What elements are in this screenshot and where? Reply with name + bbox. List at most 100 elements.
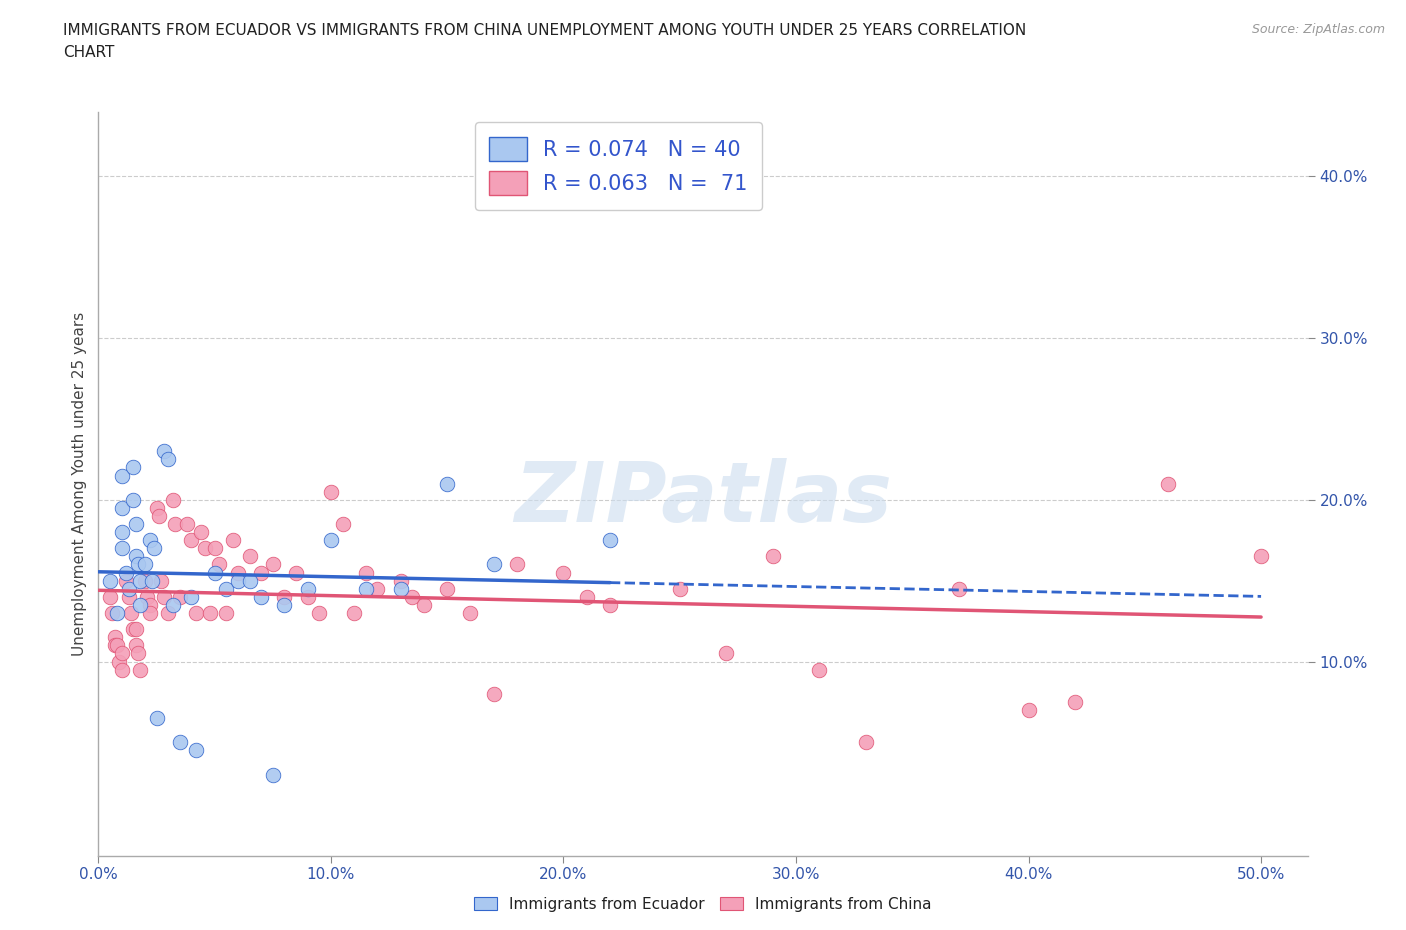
Point [436, 476, 458, 491]
Point [111, 646, 134, 661]
Point [108, 654, 131, 669]
Text: ZIPatlas: ZIPatlas [515, 458, 891, 539]
Point [105, 605, 128, 620]
Point [180, 590, 202, 604]
Point [176, 516, 198, 531]
Point [366, 581, 388, 596]
Point [762, 549, 785, 564]
Point [343, 605, 366, 620]
Point [111, 541, 134, 556]
Point [115, 565, 138, 580]
Point [308, 605, 330, 620]
Point [143, 541, 166, 556]
Point [354, 565, 377, 580]
Point [273, 590, 295, 604]
Point [98, 590, 121, 604]
Point [250, 565, 273, 580]
Point [136, 590, 159, 604]
Point [150, 573, 173, 588]
Point [239, 549, 262, 564]
Point [389, 581, 412, 596]
Point [808, 662, 831, 677]
Legend: R = 0.074   N = 40, R = 0.063   N =  71: R = 0.074 N = 40, R = 0.063 N = 71 [474, 122, 762, 210]
Point [668, 581, 690, 596]
Point [599, 533, 621, 548]
Point [118, 590, 141, 604]
Point [165, 516, 187, 531]
Point [297, 581, 319, 596]
Text: Source: ZipAtlas.com: Source: ZipAtlas.com [1251, 23, 1385, 36]
Point [948, 581, 970, 596]
Point [111, 468, 134, 483]
Point [138, 533, 160, 548]
Point [482, 557, 505, 572]
Point [285, 565, 308, 580]
Point [111, 662, 134, 677]
Point [262, 557, 284, 572]
Point [152, 444, 174, 458]
Point [401, 590, 423, 604]
Point [184, 605, 207, 620]
Point [319, 533, 342, 548]
Point [250, 590, 273, 604]
Point [129, 597, 152, 612]
Point [1064, 695, 1087, 710]
Point [204, 541, 226, 556]
Point [124, 549, 146, 564]
Point [436, 581, 458, 596]
Point [389, 573, 412, 588]
Point [180, 533, 202, 548]
Point [138, 597, 160, 612]
Point [262, 767, 284, 782]
Point [111, 525, 134, 539]
Point [145, 711, 167, 725]
Point [222, 533, 245, 548]
Point [141, 573, 163, 588]
Point [1018, 702, 1040, 717]
Point [129, 573, 152, 588]
Point [297, 590, 319, 604]
Point [104, 630, 127, 644]
Point [145, 500, 167, 515]
Point [157, 605, 180, 620]
Point [226, 565, 249, 580]
Point [204, 565, 226, 580]
Point [124, 638, 146, 653]
Point [134, 573, 156, 588]
Point [148, 509, 170, 524]
Point [122, 622, 145, 637]
Point [169, 735, 191, 750]
Text: CHART: CHART [63, 45, 115, 60]
Point [120, 605, 142, 620]
Point [575, 590, 598, 604]
Point [134, 557, 156, 572]
Point [194, 541, 217, 556]
Point [115, 573, 138, 588]
Point [1250, 549, 1272, 564]
Point [198, 605, 221, 620]
Point [226, 573, 249, 588]
Text: IMMIGRANTS FROM ECUADOR VS IMMIGRANTS FROM CHINA UNEMPLOYMENT AMONG YOUTH UNDER : IMMIGRANTS FROM ECUADOR VS IMMIGRANTS FR… [63, 23, 1026, 38]
Point [129, 662, 152, 677]
Point [127, 646, 149, 661]
Point [127, 557, 149, 572]
Point [162, 492, 184, 507]
Point [104, 638, 127, 653]
Point [162, 597, 184, 612]
Point [101, 605, 124, 620]
Point [239, 573, 262, 588]
Point [184, 743, 207, 758]
Point [553, 565, 575, 580]
Point [138, 605, 160, 620]
Point [215, 581, 238, 596]
Point [208, 557, 231, 572]
Point [215, 605, 238, 620]
Point [599, 597, 621, 612]
Y-axis label: Unemployment Among Youth under 25 years: Unemployment Among Youth under 25 years [72, 312, 87, 656]
Point [122, 460, 145, 475]
Point [460, 605, 482, 620]
Point [855, 735, 877, 750]
Point [152, 590, 174, 604]
Point [319, 485, 342, 499]
Point [716, 646, 738, 661]
